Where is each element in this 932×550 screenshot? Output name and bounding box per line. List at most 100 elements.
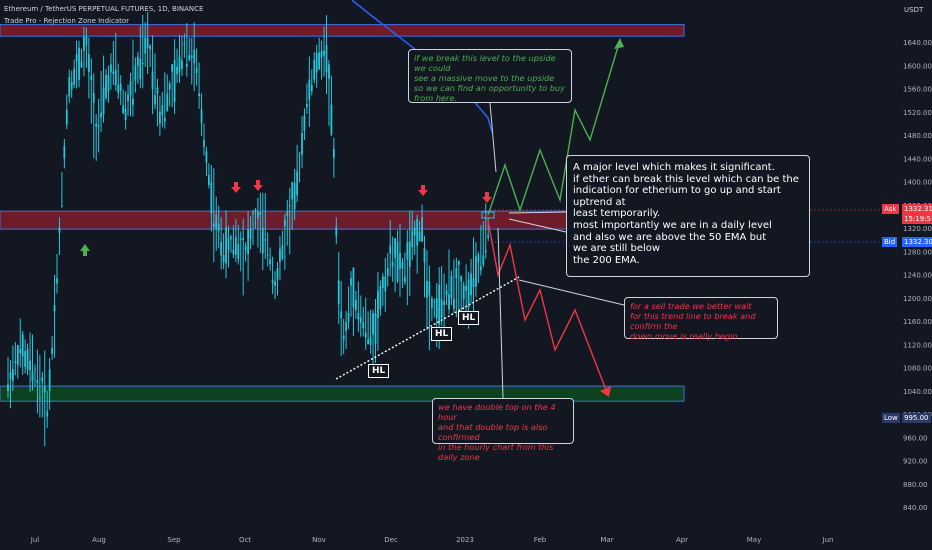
candle-body	[144, 37, 147, 54]
ask-badge: Ask	[882, 204, 899, 214]
double-top-note[interactable]: we have double top on the 4 hour and tha…	[432, 398, 574, 462]
candle-body	[34, 369, 36, 371]
y-tick-label: 960.00	[903, 434, 928, 442]
candle-body	[364, 332, 367, 338]
candle-body	[347, 312, 350, 322]
candle-body	[359, 317, 362, 323]
bullish-projection	[487, 39, 621, 216]
candle-body	[389, 245, 392, 254]
candle-body	[279, 248, 281, 263]
candle-body	[31, 371, 34, 382]
candle-body	[440, 299, 443, 319]
y-tick-label: 1600.00	[903, 62, 932, 70]
x-tick-label: Mar	[600, 536, 613, 544]
upper-resistance-zone	[0, 24, 685, 37]
candle-body	[323, 50, 325, 56]
candle-body	[328, 64, 330, 79]
candle-body	[26, 349, 29, 370]
candle-body	[406, 242, 409, 260]
y-tick-label: 1440.00	[903, 155, 932, 163]
candle-body	[68, 76, 71, 97]
y-tick-label: 1400.00	[903, 179, 932, 187]
x-tick-label: Nov	[312, 536, 326, 544]
x-tick-label: Jul	[30, 536, 40, 544]
trendline	[335, 276, 520, 380]
candle-body	[257, 211, 259, 219]
candle-body	[330, 104, 333, 135]
double-top-connector	[497, 227, 504, 399]
candle-body	[80, 61, 83, 68]
candle-body	[433, 301, 436, 303]
candle-body	[435, 298, 438, 319]
candle-body	[114, 69, 117, 86]
candle-body	[9, 372, 12, 379]
candle-body	[320, 50, 323, 58]
candle-body	[46, 411, 49, 417]
up-arrow	[80, 244, 90, 256]
hl-label: HL	[368, 364, 390, 378]
candle-body	[470, 273, 472, 296]
candle-body	[408, 241, 411, 267]
bearish-projection	[487, 219, 609, 396]
candle-body	[399, 253, 401, 269]
candle-body	[249, 228, 252, 240]
candle-body	[430, 298, 433, 309]
candle-body	[156, 87, 159, 94]
candle-body	[355, 300, 357, 311]
candle-body	[139, 58, 142, 80]
y-tick-label: 1520.00	[903, 109, 932, 117]
candle-body	[222, 255, 225, 263]
candle-body	[450, 275, 453, 299]
candle-body	[475, 256, 477, 287]
candle-body	[479, 266, 482, 271]
y-tick-label: 1120.00	[903, 341, 932, 349]
candle-body	[227, 238, 230, 250]
candles	[7, 11, 490, 447]
support-zone	[0, 385, 685, 402]
candle-body	[315, 52, 318, 73]
candle-body	[70, 82, 73, 90]
down-arrow	[482, 192, 492, 203]
candle-body	[386, 268, 389, 276]
candle-body	[367, 339, 370, 345]
candle-body	[48, 369, 51, 391]
candle-body	[73, 68, 76, 85]
candle-body	[61, 205, 63, 207]
candle-body	[195, 68, 198, 73]
y-tick-label: 1200.00	[903, 295, 932, 303]
candle-body	[36, 379, 39, 383]
candle-body	[132, 98, 134, 105]
y-tick-label: 1480.00	[903, 132, 932, 140]
candle-body	[16, 344, 19, 365]
candle-body	[43, 386, 46, 393]
candle-body	[166, 93, 169, 112]
candle-body	[232, 249, 235, 255]
y-tick-label: 1240.00	[903, 272, 932, 280]
x-tick-label: Apr	[676, 536, 688, 544]
candle-body	[95, 123, 98, 127]
candle-body	[276, 268, 279, 280]
candle-body	[286, 211, 289, 216]
sell-note[interactable]: for a sell trade we better wait for this…	[624, 297, 778, 341]
candle-body	[21, 334, 24, 357]
candle-body	[465, 285, 468, 291]
upside-note[interactable]: if we break this level to the upside we …	[408, 49, 572, 103]
candle-body	[303, 115, 306, 131]
y-tick-label: 1280.00	[903, 248, 932, 256]
candle-body	[396, 241, 399, 282]
candle-body	[83, 36, 85, 51]
major-level-note[interactable]: A major level which makes it significant…	[566, 155, 810, 277]
candle-body	[119, 83, 122, 91]
candle-body	[230, 236, 232, 240]
candle-body	[220, 242, 223, 256]
candle-body	[134, 65, 137, 81]
candle-body	[283, 219, 286, 227]
candle-body	[404, 276, 406, 283]
candle-body	[467, 279, 470, 308]
candle-body	[291, 181, 294, 200]
candle-body	[445, 290, 448, 296]
candle-body	[384, 276, 387, 292]
candle-body	[428, 281, 431, 296]
x-tick-label: Dec	[384, 536, 398, 544]
